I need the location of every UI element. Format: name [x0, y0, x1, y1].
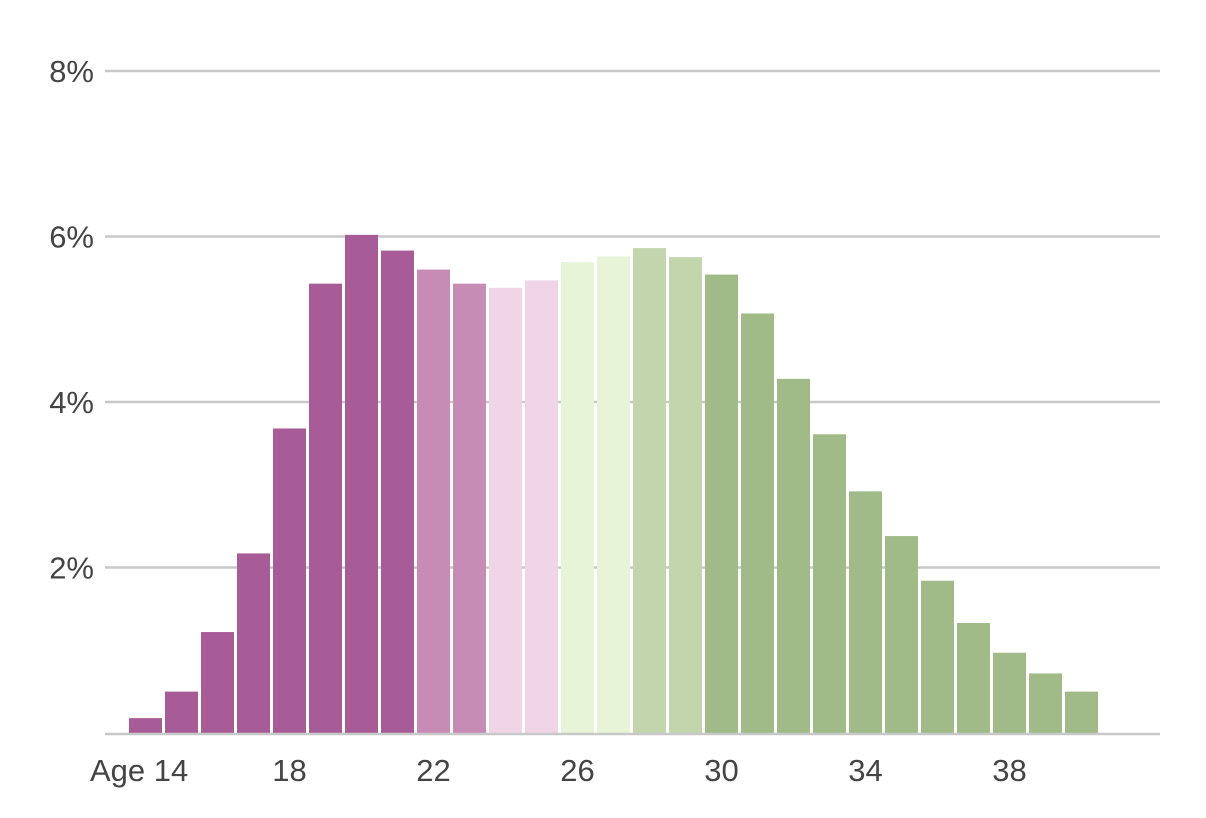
x-tick-label: 26 — [560, 753, 594, 788]
bar-age-26 — [561, 262, 594, 733]
bar-age-23 — [453, 283, 486, 733]
y-tick-label: 8% — [49, 54, 94, 89]
y-tick-label: 4% — [49, 385, 94, 420]
bar-age-16 — [201, 632, 234, 733]
bar-age-15 — [165, 691, 198, 733]
x-tick-label: 34 — [848, 753, 882, 788]
bar-age-21 — [381, 250, 414, 733]
bar-age-24 — [489, 287, 522, 733]
gridlines — [105, 69, 1160, 569]
bar-age-20 — [345, 234, 378, 733]
bar-age-36 — [921, 580, 954, 733]
axes: 2% 4% 6% 8% Age 14 18 22 26 30 34 38 — [49, 54, 1160, 788]
bar-age-39 — [1029, 673, 1062, 733]
bar-age-30 — [705, 274, 738, 733]
bar-age-29 — [669, 257, 702, 733]
bar-age-22 — [417, 269, 450, 733]
bar-age-17 — [237, 553, 270, 733]
bar-age-14 — [129, 718, 162, 733]
x-tick-label: 38 — [992, 753, 1026, 788]
x-tick-label: Age 14 — [90, 753, 188, 788]
bar-age-40 — [1065, 691, 1098, 733]
bar-age-28 — [633, 248, 666, 733]
x-tick-label: 30 — [704, 753, 738, 788]
bar-age-19 — [309, 283, 342, 733]
bar-age-38 — [993, 652, 1026, 733]
bar-age-32 — [777, 378, 810, 733]
y-tick-label: 6% — [49, 220, 94, 255]
bar-age-25 — [525, 280, 558, 733]
x-tick-label: 22 — [416, 753, 450, 788]
y-tick-label: 2% — [49, 551, 94, 586]
bar-age-27 — [597, 256, 630, 733]
bar-age-33 — [813, 434, 846, 733]
bar-age-35 — [885, 536, 918, 733]
bars — [129, 234, 1098, 733]
bar-age-37 — [957, 622, 990, 733]
bar-age-34 — [849, 491, 882, 733]
bar-age-31 — [741, 313, 774, 733]
bar-age-18 — [273, 428, 306, 733]
x-tick-label: 18 — [272, 753, 306, 788]
